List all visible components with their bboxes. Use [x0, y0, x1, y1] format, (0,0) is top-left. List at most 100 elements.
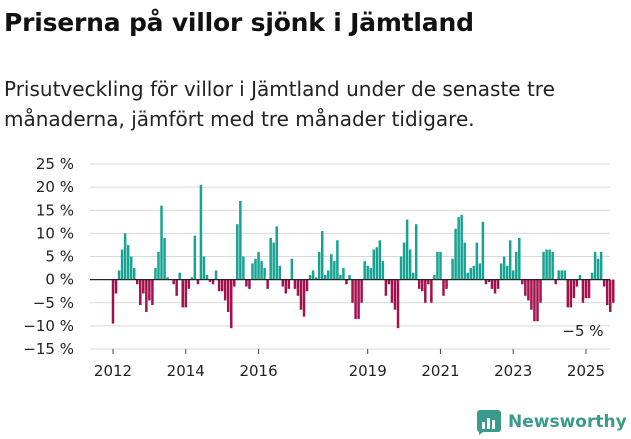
- bar: [260, 261, 263, 280]
- bar: [596, 258, 600, 280]
- bar: [139, 279, 142, 306]
- x-tick-label: 2014: [167, 362, 205, 380]
- bar: [360, 279, 363, 303]
- bar: [545, 249, 548, 280]
- bar: [469, 268, 473, 280]
- bar: [230, 279, 233, 329]
- bar: [154, 268, 157, 280]
- bar: [333, 261, 336, 280]
- x-tick-label: 2025: [567, 362, 605, 380]
- bar: [439, 251, 442, 280]
- bar: [493, 279, 497, 294]
- bar: [208, 279, 212, 282]
- bar: [199, 184, 203, 280]
- bar: [287, 279, 291, 289]
- bar: [445, 279, 448, 289]
- bar: [554, 279, 557, 285]
- bar: [317, 251, 321, 280]
- bar: [442, 279, 445, 296]
- bar: [427, 279, 430, 285]
- bar: [508, 240, 512, 280]
- bar: [457, 217, 460, 280]
- bar: [184, 279, 188, 308]
- bar: [345, 279, 348, 285]
- bar: [123, 233, 127, 280]
- bar: [211, 279, 215, 285]
- x-tick-label: 2012: [94, 362, 132, 380]
- bar: [372, 249, 375, 280]
- bar: [202, 256, 206, 280]
- bar: [181, 279, 184, 308]
- x-tick-label: 2023: [494, 362, 532, 380]
- bar: [226, 279, 230, 312]
- bar: [496, 279, 500, 289]
- bar: [421, 279, 424, 292]
- brand-name: Newsworthy: [508, 412, 627, 432]
- bar: [145, 279, 148, 312]
- bar: [569, 279, 573, 308]
- bar: [320, 231, 324, 280]
- bar: [490, 279, 494, 289]
- bar: [233, 279, 236, 287]
- bar: [272, 242, 275, 280]
- bar: [390, 279, 394, 303]
- bar: [166, 277, 169, 280]
- bar: [120, 249, 124, 280]
- bar: [257, 251, 260, 280]
- bar: [399, 256, 403, 280]
- bar: [220, 279, 224, 292]
- bar: [536, 279, 539, 322]
- bar: [327, 270, 330, 280]
- bar: [475, 242, 479, 280]
- bar: [436, 251, 439, 280]
- bar: [593, 251, 597, 280]
- bar: [539, 279, 542, 303]
- bar: [284, 279, 288, 294]
- bar: [269, 238, 272, 280]
- bar: [357, 279, 360, 319]
- bar: [590, 272, 594, 280]
- bar: [178, 272, 181, 280]
- bar: [511, 270, 515, 280]
- bar: [278, 265, 282, 280]
- bar: [533, 279, 536, 322]
- bar: [223, 279, 227, 301]
- bar: [151, 279, 154, 306]
- bar: [263, 268, 266, 280]
- bar-chart: 25 % 20 % 15 % 10 % 5 % 0 % −5 % −10 % −15 % 2012…: [23, 155, 615, 380]
- bar: [275, 226, 278, 280]
- bar: [408, 249, 412, 280]
- bar: [187, 279, 191, 289]
- bar: [515, 251, 518, 280]
- bar: [248, 279, 251, 289]
- bar: [481, 221, 485, 280]
- bar: [266, 279, 269, 289]
- bar: [505, 265, 509, 280]
- bar: [330, 254, 333, 280]
- x-tick-label: 2019: [349, 362, 387, 380]
- bar: [111, 279, 115, 324]
- bar: [411, 272, 415, 280]
- bar: [530, 279, 533, 310]
- bar: [612, 279, 615, 303]
- bar: [605, 279, 609, 306]
- bar: [542, 251, 545, 280]
- brand-logo: Newsworthy: [476, 408, 627, 436]
- bar: [518, 238, 521, 280]
- bar: [190, 277, 194, 280]
- bar: [369, 268, 372, 280]
- bar: [205, 275, 209, 280]
- bar: [348, 275, 351, 280]
- bar: [387, 279, 391, 285]
- bar: [524, 279, 527, 296]
- bar: [602, 279, 606, 287]
- x-tick-label: 2016: [239, 362, 277, 380]
- bar: [239, 201, 242, 280]
- y-tick-label: 20 %: [36, 178, 74, 196]
- bar: [351, 279, 354, 303]
- bar: [290, 258, 294, 280]
- bar: [354, 279, 357, 319]
- last-value-label: −5 %: [562, 322, 603, 340]
- bar: [393, 279, 397, 310]
- bar: [581, 279, 585, 303]
